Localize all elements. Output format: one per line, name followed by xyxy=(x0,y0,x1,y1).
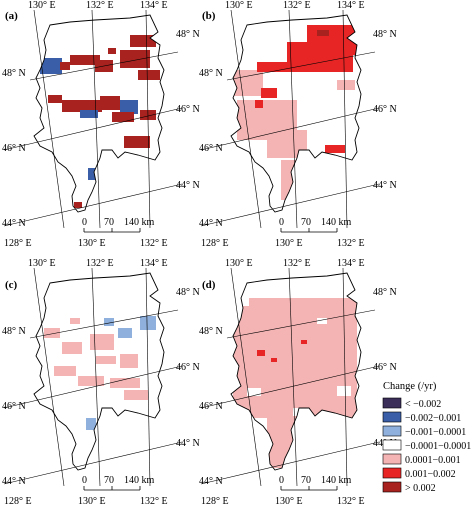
scale-label-0: 0 xyxy=(279,217,284,228)
left-lat-label-1: 46° N xyxy=(2,401,26,412)
left-lat-label-1: 46° N xyxy=(199,143,223,154)
top-lon-label-1: 132° E xyxy=(86,258,114,269)
right-lat-label-0: 48° N xyxy=(373,287,397,298)
right-lat-label-2: 44° N xyxy=(176,180,200,191)
scale-label-140: 140 km xyxy=(321,217,352,228)
left-lat-label-0: 48° N xyxy=(2,68,26,79)
legend-label: −0.001−0.0001 xyxy=(405,427,466,438)
right-lat-label-0: 48° N xyxy=(176,29,200,40)
map-panel-a: 0 70 140 km (a) 130° E 132° E 134° E 128… xyxy=(2,0,200,249)
map-panel-b: 0 70 140 km (b) 130° E 132° E 134° E 128… xyxy=(199,0,397,249)
top-lon-label-1: 132° E xyxy=(283,258,311,269)
top-lon-label-2: 134° E xyxy=(337,0,365,11)
scale-label-70: 70 xyxy=(301,475,311,486)
legend-label: 0.001−0.002 xyxy=(405,469,456,480)
graticule xyxy=(3,267,183,487)
right-lat-label-2: 44° N xyxy=(373,180,397,191)
left-lat-label-0: 48° N xyxy=(2,326,26,337)
panel-label: (a) xyxy=(5,10,18,22)
legend-title: Change (/yr) xyxy=(383,381,437,392)
legend-label: < −0.002 xyxy=(405,399,441,410)
right-lat-label-1: 46° N xyxy=(373,362,397,373)
bottom-lon-label-1: 130° E xyxy=(78,496,106,507)
map-panel-d: 0 70 140 km (d) 130° E 132° E 134° E 128… xyxy=(199,258,397,507)
legend-label: 0.0001−0.001 xyxy=(405,455,461,466)
change-pixels xyxy=(233,298,357,468)
panel-label: (d) xyxy=(202,279,216,291)
left-lat-label-1: 46° N xyxy=(2,143,26,154)
scale-label-70: 70 xyxy=(301,217,311,228)
bottom-lon-label-0: 128° E xyxy=(4,238,32,249)
legend: Change (/yr) < −0.002 −0.002−0.001 −0.001−… xyxy=(382,381,471,494)
scale-label-140: 140 km xyxy=(124,217,155,228)
region-boundary xyxy=(33,272,165,471)
bottom-lon-label-1: 130° E xyxy=(275,496,303,507)
bottom-lon-label-2: 132° E xyxy=(337,496,365,507)
scale-bar xyxy=(83,486,141,491)
bottom-lon-label-2: 132° E xyxy=(140,238,168,249)
legend-swatch xyxy=(382,453,402,465)
right-lat-label-1: 46° N xyxy=(176,362,200,373)
right-lat-label-0: 48° N xyxy=(373,29,397,40)
map-panel-c: 0 70 140 km (c) 130° E 132° E 134° E 128… xyxy=(2,258,200,507)
scale-label-0: 0 xyxy=(82,475,87,486)
bottom-lon-label-2: 132° E xyxy=(337,238,365,249)
graticule xyxy=(200,267,380,487)
bottom-lon-label-2: 132° E xyxy=(140,496,168,507)
legend-swatch xyxy=(382,397,402,409)
panel-label: (c) xyxy=(5,279,18,291)
scale-bar xyxy=(280,486,338,491)
legend-swatch xyxy=(382,467,402,479)
legend-swatch xyxy=(382,411,402,423)
scale-label-0: 0 xyxy=(82,217,87,228)
legend-swatch xyxy=(382,425,402,437)
right-lat-label-0: 48° N xyxy=(176,287,200,298)
left-lat-label-2: 44° N xyxy=(2,218,26,229)
change-pixels xyxy=(44,316,156,430)
scale-bar xyxy=(83,228,141,233)
scale-label-70: 70 xyxy=(104,475,114,486)
legend-label: > 0.002 xyxy=(405,483,436,494)
top-lon-label-0: 130° E xyxy=(225,0,253,11)
scale-label-0: 0 xyxy=(279,475,284,486)
bottom-lon-label-1: 130° E xyxy=(78,238,106,249)
left-lat-label-2: 44° N xyxy=(199,218,223,229)
bottom-lon-label-0: 128° E xyxy=(201,238,229,249)
graticule xyxy=(200,9,380,229)
top-lon-label-1: 132° E xyxy=(283,0,311,11)
right-lat-label-1: 46° N xyxy=(176,104,200,115)
top-lon-label-0: 130° E xyxy=(225,258,253,269)
right-lat-label-2: 44° N xyxy=(176,438,200,449)
legend-swatch xyxy=(382,439,402,451)
panel-label: (b) xyxy=(202,10,216,22)
scale-label-140: 140 km xyxy=(124,475,155,486)
legend-label: −0.002−0.001 xyxy=(405,413,461,424)
scale-label-70: 70 xyxy=(104,217,114,228)
bottom-lon-label-0: 128° E xyxy=(4,496,32,507)
legend-label: −0.0001−0.0001 xyxy=(405,441,471,452)
top-lon-label-2: 134° E xyxy=(140,258,168,269)
change-pixels xyxy=(40,35,160,208)
top-lon-label-0: 130° E xyxy=(28,0,56,11)
scale-label-140: 140 km xyxy=(321,475,352,486)
left-lat-label-2: 44° N xyxy=(2,476,26,487)
bottom-lon-label-1: 130° E xyxy=(275,238,303,249)
left-lat-label-0: 48° N xyxy=(199,326,223,337)
graticule xyxy=(3,9,183,229)
top-lon-label-0: 130° E xyxy=(28,258,56,269)
left-lat-label-2: 44° N xyxy=(199,476,223,487)
top-lon-label-2: 134° E xyxy=(140,0,168,11)
top-lon-label-1: 132° E xyxy=(86,0,114,11)
legend-swatch xyxy=(382,481,402,493)
scale-bar xyxy=(280,228,338,233)
left-lat-label-1: 46° N xyxy=(199,401,223,412)
bottom-lon-label-0: 128° E xyxy=(201,496,229,507)
left-lat-label-0: 48° N xyxy=(199,68,223,79)
right-lat-label-1: 46° N xyxy=(373,104,397,115)
top-lon-label-2: 134° E xyxy=(337,258,365,269)
